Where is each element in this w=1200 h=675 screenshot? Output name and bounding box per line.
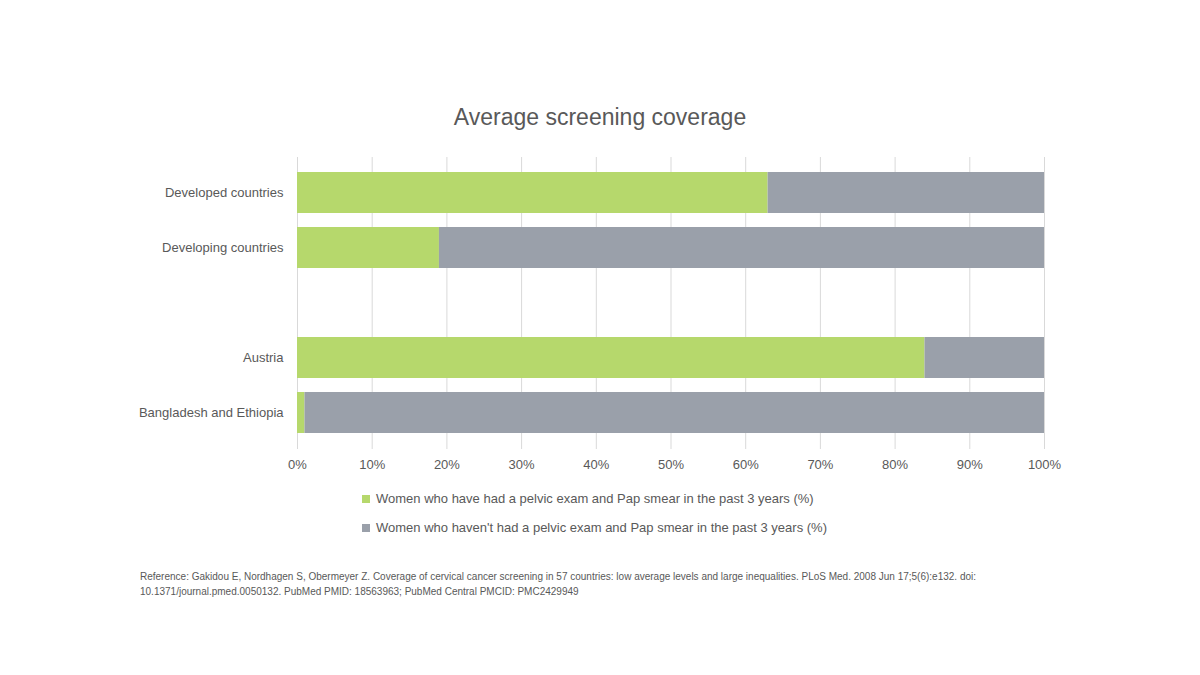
svg-text:0%: 0% xyxy=(288,457,307,472)
svg-text:Developing countries: Developing countries xyxy=(162,240,284,255)
svg-text:80%: 80% xyxy=(882,457,908,472)
svg-text:Bangladesh and Ethiopia: Bangladesh and Ethiopia xyxy=(139,405,284,420)
html-text:Women who haven't had a pelvic: Women who haven't had a pelvic exam and … xyxy=(376,520,827,535)
html-text:Reference: Gakidou E, Nordhage: Reference: Gakidou E, Nordhagen S, Oberm… xyxy=(140,571,976,597)
svg-text:70%: 70% xyxy=(807,457,833,472)
svg-text:50%: 50% xyxy=(658,457,684,472)
html-text:Average screening coverage: Average screening coverage xyxy=(453,104,747,130)
svg-text:Austria: Austria xyxy=(243,350,284,365)
svg-text:40%: 40% xyxy=(583,457,609,472)
svg-text:30%: 30% xyxy=(509,457,535,472)
html-text:Women who have had a pelvic ex: Women who have had a pelvic exam and Pap… xyxy=(376,491,814,506)
svg-text:100%: 100% xyxy=(1028,457,1062,472)
svg-text:60%: 60% xyxy=(733,457,759,472)
svg-text:Developed countries: Developed countries xyxy=(165,185,284,200)
svg-text:90%: 90% xyxy=(957,457,983,472)
svg-text:10%: 10% xyxy=(359,457,385,472)
svg-text:20%: 20% xyxy=(434,457,460,472)
